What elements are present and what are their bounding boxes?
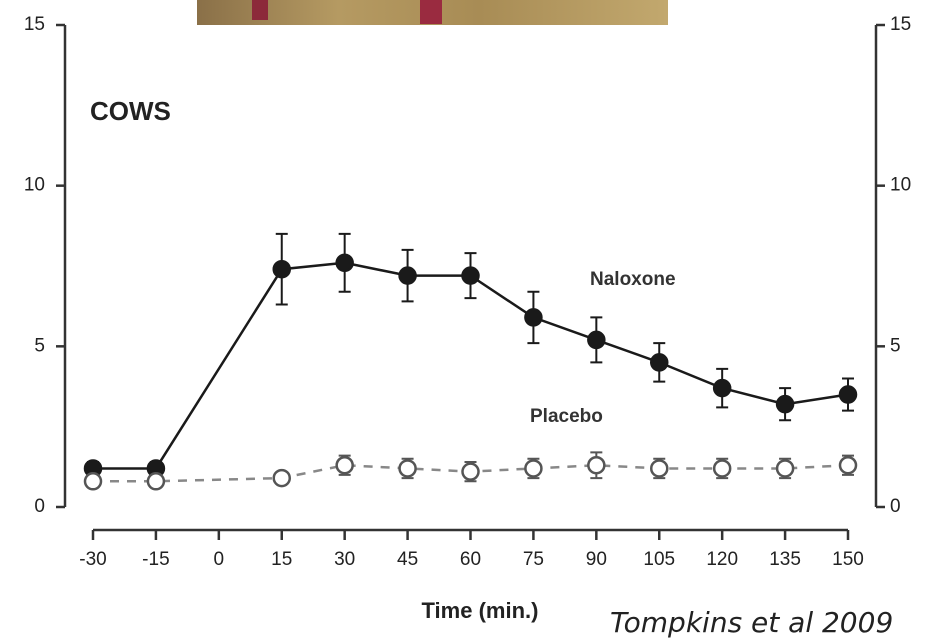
x-tick-label: -15 [142, 549, 169, 570]
y2-tick-label: 15 [890, 14, 911, 35]
data-point [400, 268, 416, 284]
x-tick-label: -30 [79, 549, 106, 570]
data-point [777, 460, 793, 476]
data-point [777, 396, 793, 412]
data-point [525, 460, 541, 476]
x-tick-label: 75 [523, 549, 544, 570]
data-point [651, 460, 667, 476]
data-point [463, 268, 479, 284]
y-tick-label: 5 [34, 335, 45, 356]
y-tick-label: 10 [24, 175, 45, 196]
data-point [714, 380, 730, 396]
data-point [85, 473, 101, 489]
x-tick-label: 0 [214, 549, 225, 570]
y2-tick-label: 10 [890, 175, 911, 196]
series-label: Naloxone [590, 269, 676, 290]
data-point [525, 309, 541, 325]
y2-tick-label: 0 [890, 496, 901, 517]
data-point [840, 457, 856, 473]
photo-detail [420, 0, 442, 24]
x-axis-label: Time (min.) [422, 598, 539, 623]
x-tick-label: 135 [769, 549, 801, 570]
y2-tick-label: 5 [890, 335, 901, 356]
data-point [337, 255, 353, 271]
y-tick-label: 0 [34, 496, 45, 517]
x-tick-label: 150 [832, 549, 864, 570]
x-tick-label: 15 [271, 549, 292, 570]
data-point [274, 470, 290, 486]
data-point [148, 473, 164, 489]
x-tick-label: 90 [586, 549, 607, 570]
data-point [588, 332, 604, 348]
x-tick-label: 60 [460, 549, 481, 570]
data-point [588, 457, 604, 473]
x-tick-label: 120 [706, 549, 738, 570]
y-tick-label: 15 [24, 14, 45, 35]
x-tick-label: 45 [397, 549, 418, 570]
series-label: Placebo [530, 406, 603, 427]
data-point [840, 387, 856, 403]
data-point [274, 261, 290, 277]
data-point [651, 354, 667, 370]
chart: COWS Time (min.) Tompkins et al 2009 0 5 1… [0, 0, 931, 640]
data-point [400, 460, 416, 476]
x-tick-label: 30 [334, 549, 355, 570]
x-tick-label: 105 [643, 549, 675, 570]
data-point [463, 464, 479, 480]
caption: Tompkins et al 2009 [610, 606, 893, 639]
data-point [714, 460, 730, 476]
chart-title: COWS [90, 96, 171, 126]
photo-detail [252, 0, 268, 20]
data-point [337, 457, 353, 473]
